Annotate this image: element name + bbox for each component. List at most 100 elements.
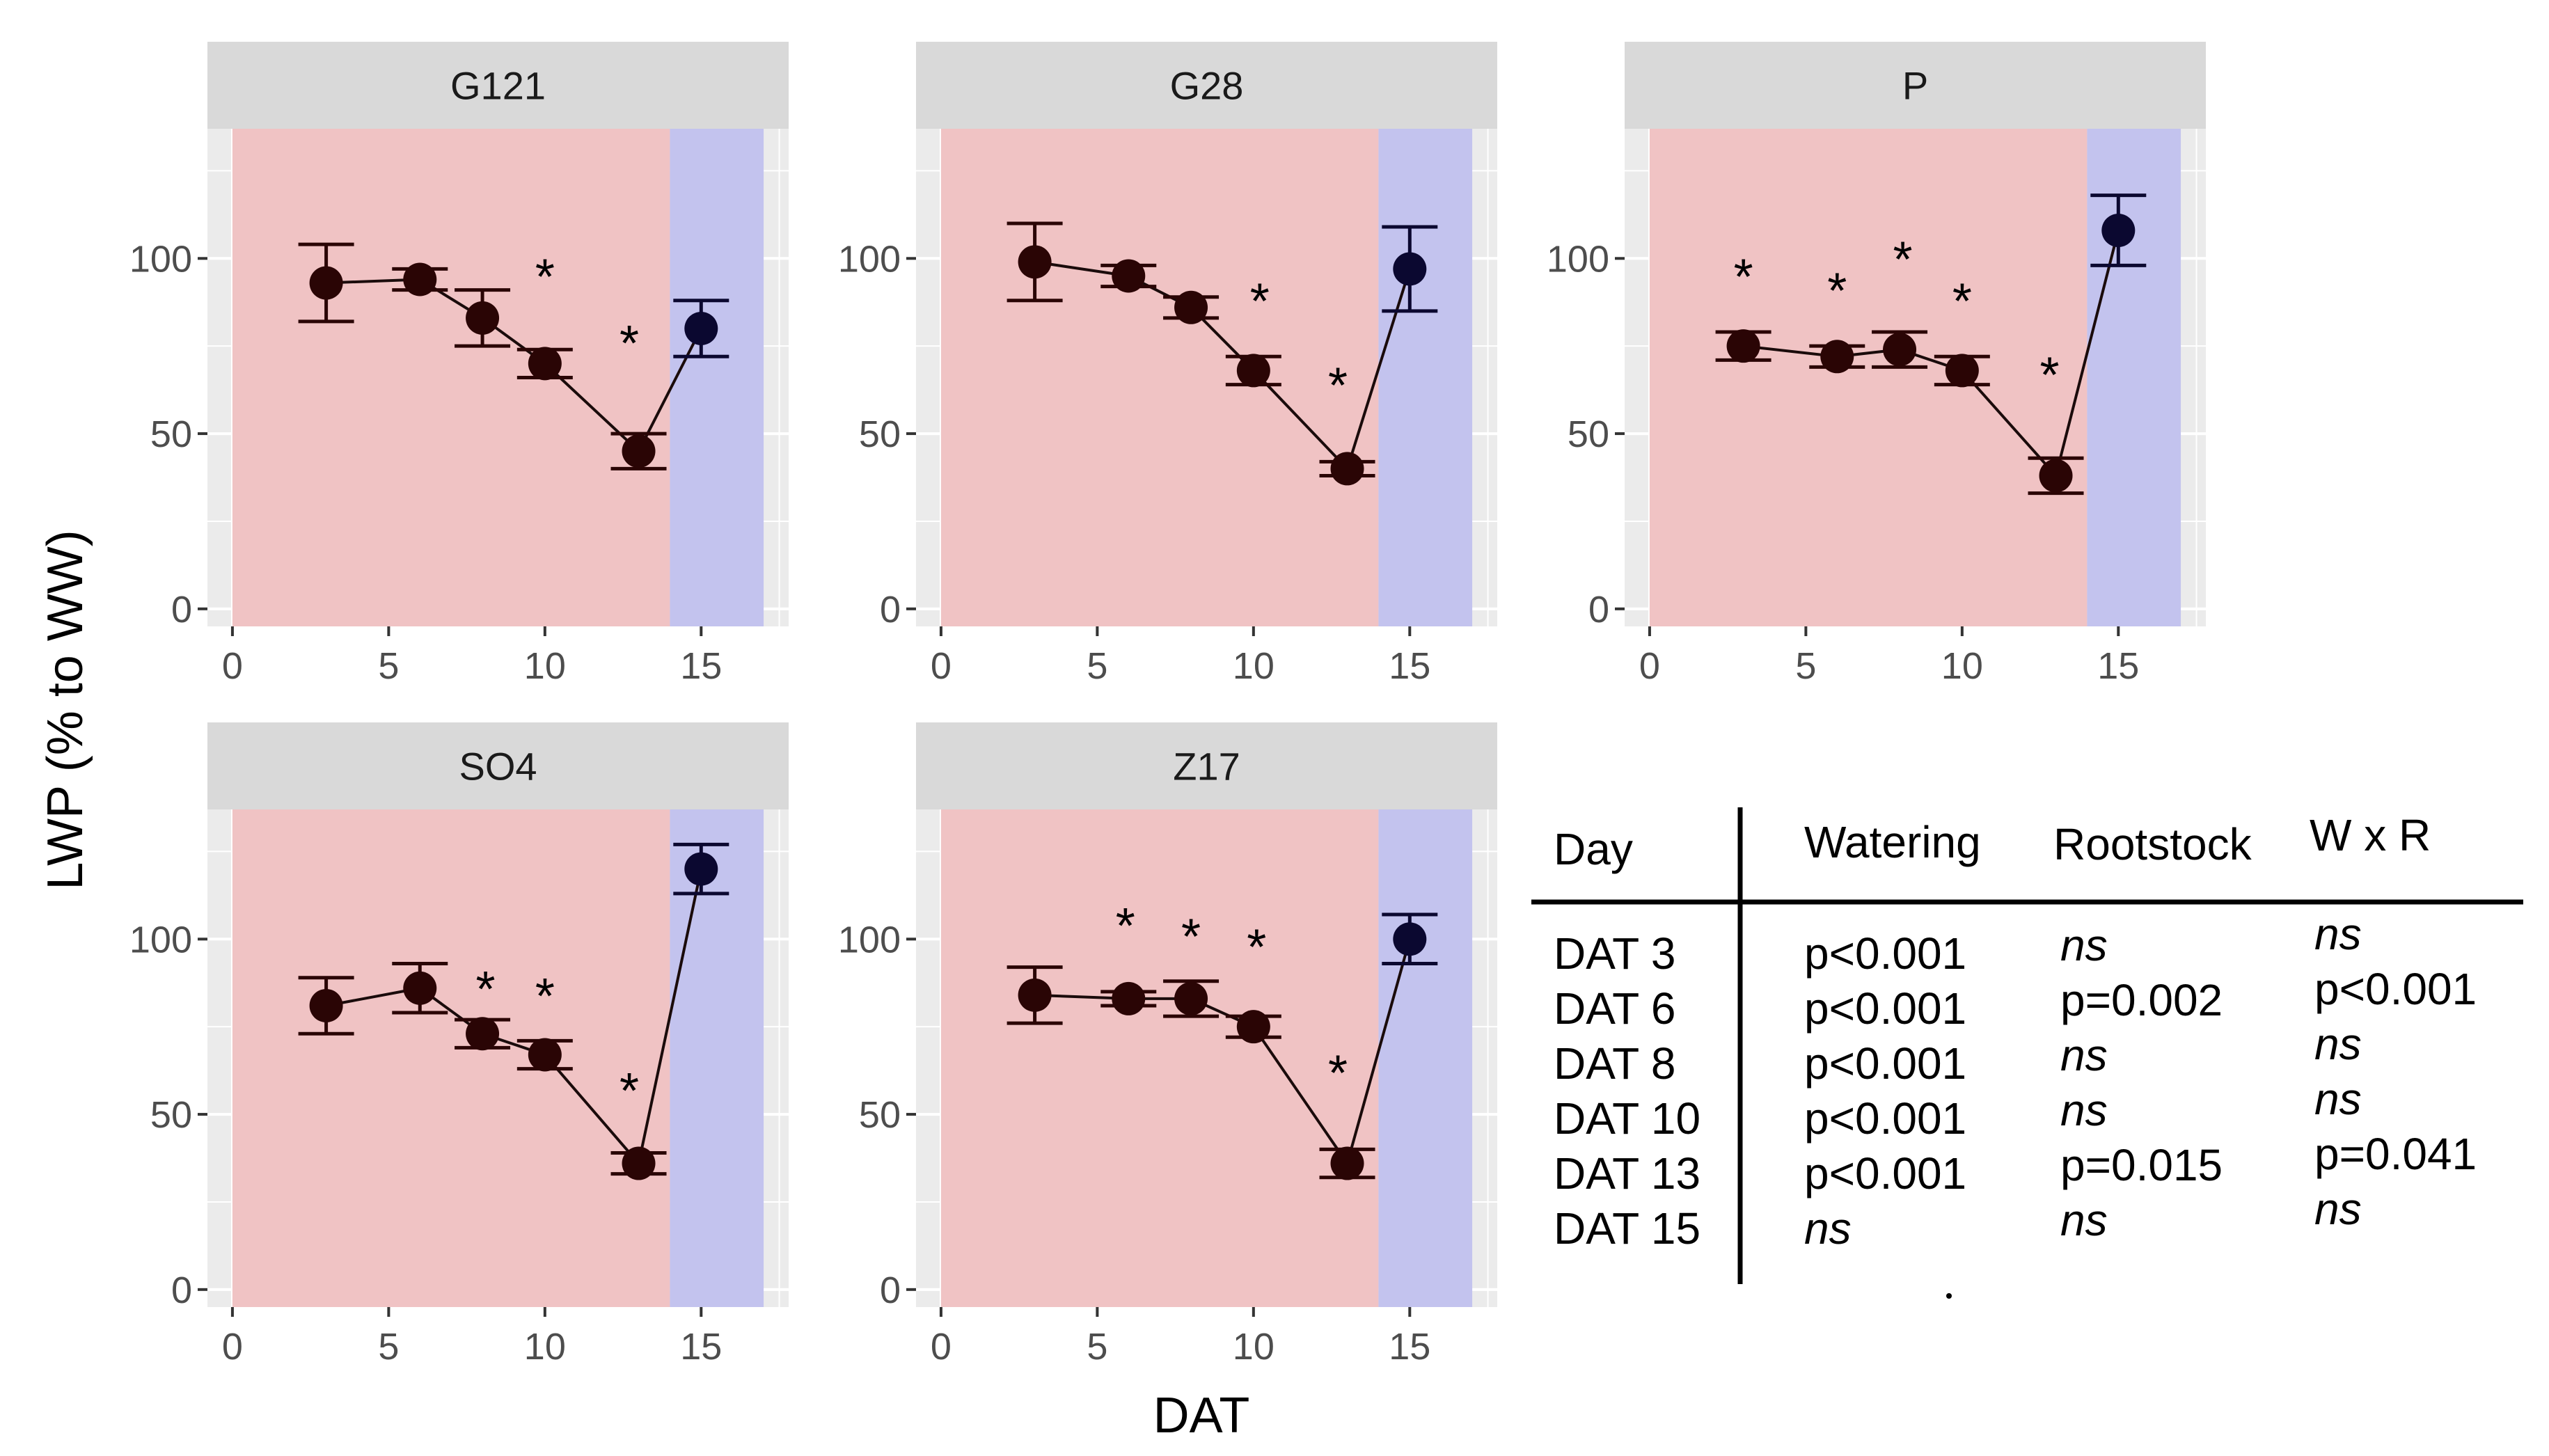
table-cell-rootstock: p=0.015 — [2060, 1140, 2223, 1190]
x-tick-label: 0 — [931, 1326, 952, 1368]
y-tick-label: 100 — [129, 919, 192, 960]
data-point — [1330, 452, 1364, 486]
data-point — [622, 1146, 656, 1180]
x-tick-label: 0 — [1639, 645, 1660, 687]
data-point — [622, 434, 656, 468]
table-cell-day: DAT 15 — [1554, 1203, 1700, 1253]
table-cell-wxr: ns — [2314, 1074, 2362, 1124]
y-tick-label: 50 — [150, 413, 192, 455]
y-tick-label: 0 — [171, 1269, 192, 1311]
table-cell-rootstock: p=0.002 — [2060, 975, 2223, 1025]
significance-star: * — [2040, 347, 2060, 403]
shade-stress — [232, 809, 670, 1307]
data-point — [1018, 978, 1052, 1012]
table-cell-wxr: ns — [2314, 909, 2362, 959]
strip-bg — [916, 42, 1497, 129]
x-tick-label: 10 — [524, 645, 566, 687]
x-tick-label: 15 — [2097, 645, 2139, 687]
x-tick-label: 0 — [222, 645, 243, 687]
data-point — [309, 266, 343, 300]
table-row: DAT 10 p<0.001 ns ns — [1554, 1074, 2362, 1144]
y-tick-label: 100 — [838, 238, 901, 280]
table-cell-watering: p<0.001 — [1804, 1093, 1966, 1144]
data-point — [1236, 354, 1270, 388]
shade-stress — [232, 129, 670, 626]
strip-bg — [207, 42, 789, 129]
significance-star: * — [1734, 249, 1753, 305]
table-cell-day: DAT 10 — [1554, 1093, 1700, 1144]
x-tick-label: 5 — [1087, 1326, 1107, 1368]
table-row: DAT 15 ns ns ns — [1554, 1184, 2362, 1253]
x-tick-label: 5 — [378, 1326, 399, 1368]
y-tick-label: 0 — [880, 589, 901, 631]
y-tick-label: 100 — [838, 919, 901, 960]
panel-so4: SO4 * * * 0 50 100 0 5 10 15 — [129, 722, 789, 1368]
shade-stress — [940, 129, 1379, 626]
y-tick-label: 0 — [880, 1269, 901, 1311]
data-point — [403, 262, 437, 296]
panel-g28: G28 * * 0 50 100 0 5 10 15 — [838, 42, 1497, 687]
x-tick-label: 10 — [1941, 645, 1983, 687]
table-cell-wxr: p<0.001 — [2314, 964, 2477, 1014]
data-point — [2039, 459, 2073, 493]
y-tick-label: 0 — [1588, 589, 1609, 631]
x-axis-title: DAT — [1153, 1388, 1250, 1443]
significance-star: * — [1247, 919, 1266, 975]
table-header-rootstock: Rootstock — [2053, 819, 2252, 869]
data-point — [1945, 354, 1979, 388]
data-point — [1112, 981, 1146, 1015]
strip-bg — [207, 722, 789, 809]
x-tick-label: 0 — [931, 645, 952, 687]
table-header-day: Day — [1554, 824, 1633, 874]
strip-title: G28 — [1170, 64, 1244, 108]
table-row: DAT 6 p<0.001 p=0.002 p<0.001 — [1554, 964, 2477, 1034]
data-point — [309, 988, 343, 1022]
strip-title: P — [1902, 64, 1928, 108]
data-point — [403, 971, 437, 1005]
x-tick-label: 0 — [222, 1326, 243, 1368]
table-header-wxr: W x R — [2310, 810, 2431, 860]
table-header-watering: Watering — [1804, 817, 1981, 867]
panel-p: P * * * * * 0 50 100 0 5 10 15 — [1547, 42, 2206, 687]
data-point — [2101, 214, 2136, 248]
x-tick-label: 15 — [680, 645, 722, 687]
significance-star: * — [535, 249, 555, 305]
significance-star: * — [1328, 1046, 1348, 1102]
significance-star: * — [1116, 899, 1135, 954]
table-cell-watering: p<0.001 — [1804, 983, 1966, 1034]
table-cell-wxr: ns — [2314, 1019, 2362, 1069]
table-cell-watering: p<0.001 — [1804, 1038, 1966, 1089]
y-tick-label: 100 — [129, 238, 192, 280]
strip-bg — [916, 722, 1497, 809]
x-tick-label: 5 — [1795, 645, 1816, 687]
x-tick-label: 10 — [1233, 645, 1274, 687]
x-tick-label: 15 — [1389, 645, 1430, 687]
table-cell-watering: ns — [1804, 1203, 1852, 1253]
data-point — [1174, 290, 1208, 324]
x-tick-label: 10 — [1233, 1326, 1274, 1368]
data-point — [1330, 1146, 1364, 1180]
table-row: DAT 8 p<0.001 ns ns — [1554, 1019, 2362, 1089]
strip-title: G121 — [450, 64, 546, 108]
table-cell-rootstock: ns — [2060, 1085, 2108, 1135]
shade-stress — [1649, 129, 2088, 626]
strip-title: SO4 — [459, 745, 537, 789]
shade-stress — [940, 809, 1379, 1307]
table-cell-rootstock: ns — [2060, 920, 2108, 970]
y-tick-label: 50 — [859, 413, 901, 455]
data-point — [1820, 340, 1854, 374]
x-tick-label: 15 — [680, 1326, 722, 1368]
data-point — [466, 1017, 500, 1051]
table-cell-wxr: ns — [2314, 1184, 2362, 1234]
panel-z17: Z17 * * * * 0 50 100 0 5 10 15 — [838, 722, 1497, 1368]
significance-star: * — [535, 969, 555, 1024]
data-point — [1726, 329, 1760, 363]
table-cell-day: DAT 3 — [1554, 928, 1675, 979]
shade-recovery — [670, 129, 764, 626]
y-tick-label: 50 — [150, 1094, 192, 1136]
table-row: DAT 13 p<0.001 p=0.015 p=0.041 — [1554, 1129, 2477, 1198]
data-point — [1393, 252, 1427, 286]
